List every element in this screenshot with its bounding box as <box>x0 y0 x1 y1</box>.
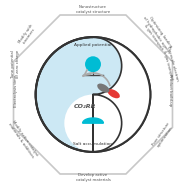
Text: CO₂RR: CO₂RR <box>74 104 96 109</box>
Polygon shape <box>14 15 172 174</box>
Wedge shape <box>64 94 93 152</box>
Text: Tune potential
of zero charge: Tune potential of zero charge <box>11 50 20 78</box>
Text: Applied potential: Applied potential <box>74 43 112 47</box>
Text: Modify active catalyst
materials & additives: Modify active catalyst materials & addit… <box>7 119 39 159</box>
Text: Salt accumulation: Salt accumulation <box>73 142 113 146</box>
Text: Electrolysis time: Electrolysis time <box>14 74 18 107</box>
Text: Develop active
catalyst materials: Develop active catalyst materials <box>76 173 110 182</box>
Wedge shape <box>93 37 122 94</box>
Ellipse shape <box>108 89 120 98</box>
Text: Modify with
ionomers: Modify with ionomers <box>18 23 38 46</box>
Text: Product build-up: Product build-up <box>168 74 172 107</box>
Text: Optimizing loading
of hydrophobic agents
& gas transport: Optimizing loading of hydrophobic agents… <box>139 13 175 57</box>
Text: Decouple electron
& gas transport: Decouple electron & gas transport <box>161 46 179 83</box>
Circle shape <box>36 37 150 152</box>
Ellipse shape <box>97 84 110 93</box>
Polygon shape <box>93 37 150 152</box>
Text: Nanostructure
catalyst structure: Nanostructure catalyst structure <box>76 5 110 14</box>
Circle shape <box>85 56 101 72</box>
Text: Pore structure
optimization: Pore structure optimization <box>152 122 174 150</box>
Polygon shape <box>83 118 103 123</box>
